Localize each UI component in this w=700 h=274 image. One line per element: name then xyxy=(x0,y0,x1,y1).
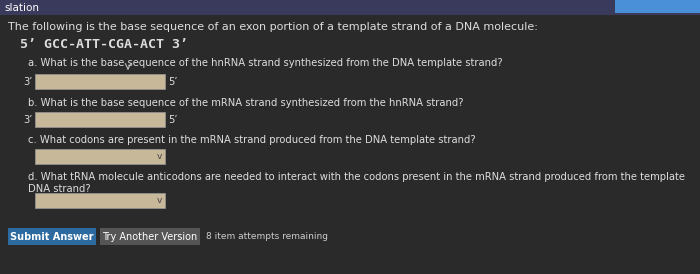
Text: c. What codons are present in the mRNA strand produced from the DNA template str: c. What codons are present in the mRNA s… xyxy=(28,135,475,145)
Bar xyxy=(35,74,165,89)
Bar xyxy=(35,112,165,127)
Bar xyxy=(8,228,96,245)
Text: 5’ GCC-ATT-CGA-ACT 3’: 5’ GCC-ATT-CGA-ACT 3’ xyxy=(20,38,188,51)
Text: b. What is the base sequence of the mRNA strand synthesized from the hnRNA stran: b. What is the base sequence of the mRNA… xyxy=(28,98,463,108)
Text: The following is the base sequence of an exon portion of a template strand of a : The following is the base sequence of an… xyxy=(8,22,538,32)
Bar xyxy=(615,0,700,13)
Bar xyxy=(0,0,700,15)
Text: 3’: 3’ xyxy=(24,77,33,87)
Text: d. What tRNA molecule anticodons are needed to interact with the codons present : d. What tRNA molecule anticodons are nee… xyxy=(28,172,685,194)
Text: 3’: 3’ xyxy=(24,115,33,125)
Bar xyxy=(100,228,200,245)
Text: 8 item attempts remaining: 8 item attempts remaining xyxy=(206,232,328,241)
Text: 5’: 5’ xyxy=(168,77,178,87)
Text: slation: slation xyxy=(4,3,39,13)
Text: Try Another Version: Try Another Version xyxy=(102,232,197,241)
Bar xyxy=(35,193,165,208)
Text: v: v xyxy=(156,152,162,161)
Bar xyxy=(35,149,165,164)
Text: 5’: 5’ xyxy=(168,115,178,125)
Text: v: v xyxy=(156,196,162,205)
Text: Submit Answer: Submit Answer xyxy=(10,232,94,241)
Text: a. What is the base sequence of the hnRNA strand synthesized from the DNA templa: a. What is the base sequence of the hnRN… xyxy=(28,58,503,68)
